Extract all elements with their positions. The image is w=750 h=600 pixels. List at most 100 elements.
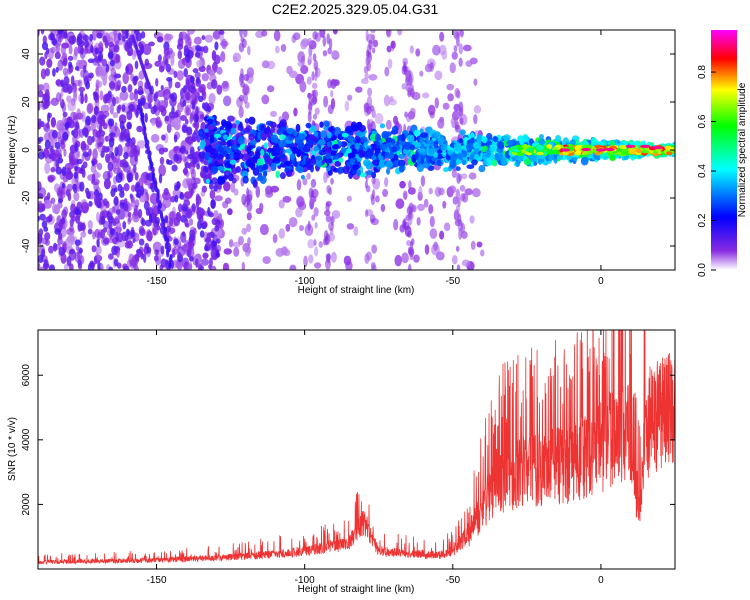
heatmap-cell <box>216 66 223 75</box>
heatmap-cell <box>183 45 189 53</box>
heatmap-cell <box>133 164 137 174</box>
heatmap-cell <box>407 231 412 238</box>
heatmap-cell <box>280 43 287 53</box>
heatmap-cell <box>665 151 673 156</box>
heatmap-cell <box>293 107 298 117</box>
heatmap-cell <box>173 70 178 79</box>
heatmap-cell <box>391 125 399 133</box>
heatmap-cell <box>164 115 170 122</box>
heatmap-cell <box>479 249 485 257</box>
heatmap-cell <box>204 34 214 43</box>
heatmap-cell <box>416 216 421 226</box>
heatmap-cell <box>325 152 332 160</box>
heatmap-cell <box>136 125 144 133</box>
colorbar: 0.0 0.2 0.4 0.6 0.8 Normalized spectral ampl… <box>697 30 748 277</box>
heatmap-cell <box>66 95 72 103</box>
heatmap-cell <box>174 81 181 89</box>
heatmap-cell <box>383 94 391 107</box>
heatmap-cell <box>325 200 332 207</box>
heatmap-cell <box>158 164 167 177</box>
heatmap-cell <box>455 245 460 252</box>
heatmap-cell <box>311 82 318 89</box>
heatmap-cell <box>127 211 132 218</box>
heatmap-cell <box>266 60 276 70</box>
heatmap-cell <box>429 215 435 228</box>
heatmap-cell <box>162 198 171 209</box>
heatmap-cell <box>174 194 179 203</box>
heatmap-cell <box>345 125 353 133</box>
heatmap-cell <box>38 151 45 160</box>
heatmap-cell <box>76 201 83 210</box>
x-tick-label: -150 <box>147 276 167 287</box>
heatmap-cell <box>353 226 359 237</box>
heatmap-cell <box>197 263 203 270</box>
heatmap-cell <box>38 84 45 91</box>
heatmap-cell <box>270 185 280 193</box>
heatmap-cell <box>163 41 170 51</box>
heatmap-cell <box>182 231 186 237</box>
heatmap-cell <box>66 83 73 95</box>
heatmap-cell <box>307 55 313 65</box>
heatmap-cell <box>230 127 237 135</box>
heatmap-cell <box>140 185 145 196</box>
heatmap-cell <box>433 140 439 149</box>
heatmap-cell <box>122 72 129 85</box>
heatmap-cell <box>230 182 236 193</box>
heatmap-cell <box>186 247 192 258</box>
heatmap-cell <box>76 59 85 69</box>
heatmap-cell <box>397 30 403 36</box>
heatmap-cell <box>157 54 162 63</box>
heatmap-cell <box>319 30 326 38</box>
heatmap-cell <box>458 43 464 55</box>
heatmap-cell <box>97 141 103 148</box>
heatmap-cell <box>179 191 185 200</box>
heatmap-cell <box>190 233 196 242</box>
heatmap-cell <box>129 257 135 270</box>
heatmap-cell <box>371 244 377 254</box>
heatmap-cell <box>185 126 193 136</box>
heatmap-cell <box>62 57 68 67</box>
y-tick-label: 0 <box>21 147 32 153</box>
heatmap-cell <box>538 139 546 145</box>
heatmap-cell <box>91 245 97 253</box>
heatmap-cell <box>442 200 447 209</box>
heatmap-cell <box>491 158 498 167</box>
heatmap-cell <box>328 126 334 132</box>
heatmap-cell <box>116 54 121 64</box>
heatmap-cell <box>460 222 466 234</box>
heatmap-cell <box>41 220 48 229</box>
heatmap-cell <box>68 35 73 45</box>
heatmap-cell <box>409 45 414 54</box>
heatmap-cell <box>313 145 319 152</box>
heatmap-cell <box>60 138 65 146</box>
heatmap-cell <box>129 193 133 199</box>
heatmap-cell <box>126 172 134 183</box>
heatmap-cell <box>313 137 319 143</box>
heatmap-cell <box>307 238 315 249</box>
heatmap-cell <box>282 195 292 203</box>
heatmap-cell <box>328 221 335 232</box>
heatmap-cell <box>459 117 464 125</box>
heatmap-cell <box>89 260 95 269</box>
heatmap-cell <box>485 132 493 140</box>
heatmap-cell <box>451 51 458 60</box>
heatmap-cell <box>184 217 189 227</box>
heatmap-cell <box>80 140 87 151</box>
heatmap-cell <box>74 239 81 247</box>
heatmap-cell <box>101 145 106 154</box>
heatmap-cell <box>44 139 51 150</box>
heatmap-cell <box>372 189 376 200</box>
heatmap-cell <box>38 228 44 237</box>
heatmap-cell <box>107 51 114 59</box>
heatmap-cell <box>168 217 174 227</box>
heatmap-cell <box>238 42 245 53</box>
heatmap-cell <box>378 159 387 168</box>
heatmap-cell <box>317 139 326 146</box>
heatmap-cell <box>52 68 56 77</box>
heatmap-cell <box>214 133 222 139</box>
heatmap-cell <box>195 258 199 268</box>
heatmap-y-label: Frequency (Hz) <box>7 116 18 185</box>
heatmap-cell <box>372 47 376 54</box>
heatmap-cell <box>330 177 334 185</box>
heatmap-cell <box>283 248 291 257</box>
